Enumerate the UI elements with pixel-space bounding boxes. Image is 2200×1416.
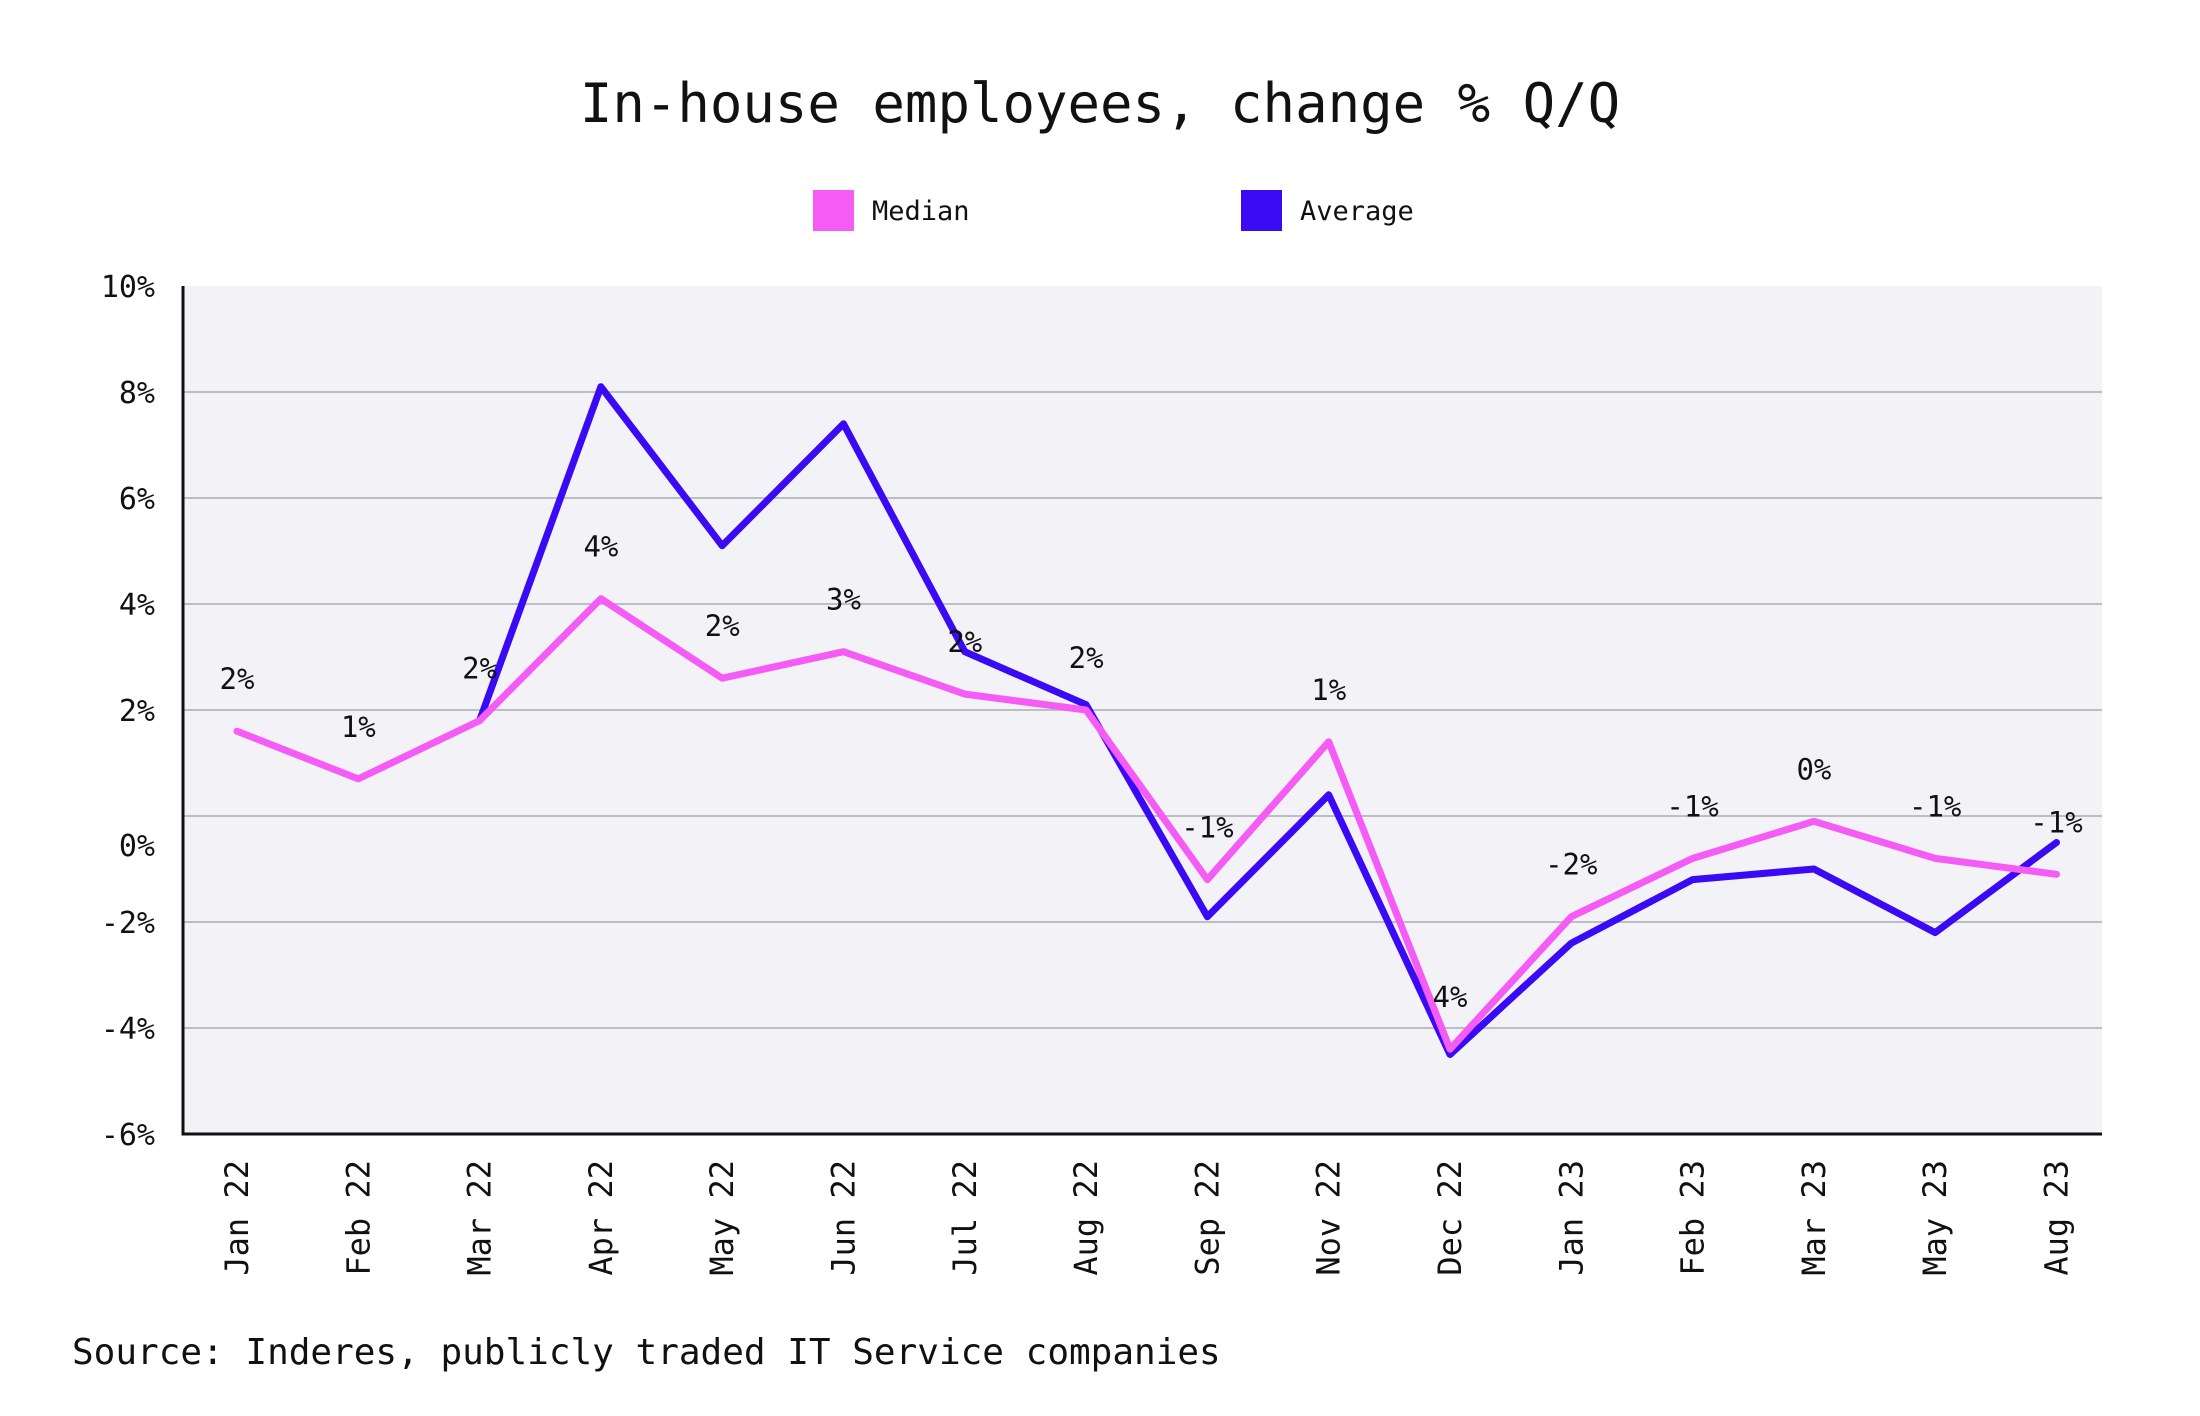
x-tick-label: Jan 22 — [218, 1160, 256, 1276]
data-labels: 2% 1% 2% 4% 2% 3% 2% 2% -1% 1% 4% -2% -1% 0% -1% -1% — [220, 530, 2083, 1015]
data-label: -1% — [1181, 811, 1233, 845]
data-label: -1% — [2030, 805, 2082, 839]
series-line-average — [476, 383, 2060, 1058]
legend-label-1: Average — [1300, 196, 1414, 227]
data-label: 4% — [583, 530, 618, 564]
y-tick-label: 10% — [101, 270, 155, 305]
axes — [181, 286, 2102, 1136]
legend-swatch-1 — [1241, 190, 1282, 231]
series-lines — [233, 383, 2060, 1058]
y-tick-label: 0% — [119, 829, 155, 864]
data-label: -2% — [1545, 848, 1597, 882]
x-tick-label: Jan 23 — [1552, 1160, 1590, 1276]
chart-title: In-house employees, change % Q/Q — [580, 72, 1620, 135]
data-label: -1% — [1666, 789, 1718, 823]
x-tick-label: Feb 22 — [339, 1160, 377, 1276]
x-tick-label: Mar 23 — [1795, 1160, 1833, 1276]
x-tick-label: May 23 — [1916, 1160, 1954, 1276]
x-tick-label: Jun 22 — [825, 1160, 863, 1276]
gridlines — [183, 391, 2102, 1029]
y-tick-label: 8% — [119, 376, 155, 411]
data-label: -1% — [1909, 789, 1961, 823]
data-label: 2% — [1069, 641, 1104, 675]
x-tick-label: Aug 22 — [1067, 1160, 1105, 1276]
x-tick-label: Feb 23 — [1674, 1160, 1712, 1276]
x-tick-label: Apr 22 — [582, 1160, 620, 1276]
x-tick-label: Aug 23 — [2038, 1160, 2076, 1276]
y-tick-label: -6% — [101, 1118, 155, 1153]
data-label: 2% — [947, 625, 982, 659]
data-label: 1% — [341, 710, 376, 744]
data-label: 1% — [1311, 673, 1346, 707]
data-label: 2% — [705, 609, 740, 643]
x-tick-label: Jul 22 — [946, 1160, 984, 1276]
legend-label-0: Median — [872, 196, 970, 227]
x-tick-label: Sep 22 — [1188, 1160, 1226, 1276]
source-note: Source: Inderes, publicly traded IT Serv… — [72, 1332, 1221, 1373]
x-tick-label: Dec 22 — [1431, 1160, 1469, 1276]
x-tick-label: Nov 22 — [1310, 1160, 1348, 1276]
series-line-median — [233, 595, 2060, 1053]
data-label: 2% — [220, 662, 255, 696]
y-tick-label: -4% — [101, 1012, 155, 1047]
data-label: 2% — [462, 652, 497, 686]
y-axis-ticks: 10% 8% 6% 4% 2% 0% -2% -4% -6% — [101, 270, 155, 1153]
legend-swatch-0 — [813, 190, 854, 231]
data-label: 3% — [826, 583, 861, 617]
data-label: 4% — [1433, 980, 1468, 1014]
y-tick-label: -2% — [101, 906, 155, 941]
x-tick-label: May 22 — [703, 1160, 741, 1276]
data-label: 0% — [1796, 752, 1831, 786]
legend: Median Average — [813, 190, 1414, 231]
x-axis-ticks: Jan 22 Feb 22 Mar 22 Apr 22 May 22 Jun 22 Jul … — [218, 1160, 2076, 1276]
y-tick-label: 6% — [119, 482, 155, 517]
x-tick-label: Mar 22 — [461, 1160, 499, 1276]
y-tick-label: 4% — [119, 588, 155, 623]
y-tick-label: 2% — [119, 694, 155, 729]
